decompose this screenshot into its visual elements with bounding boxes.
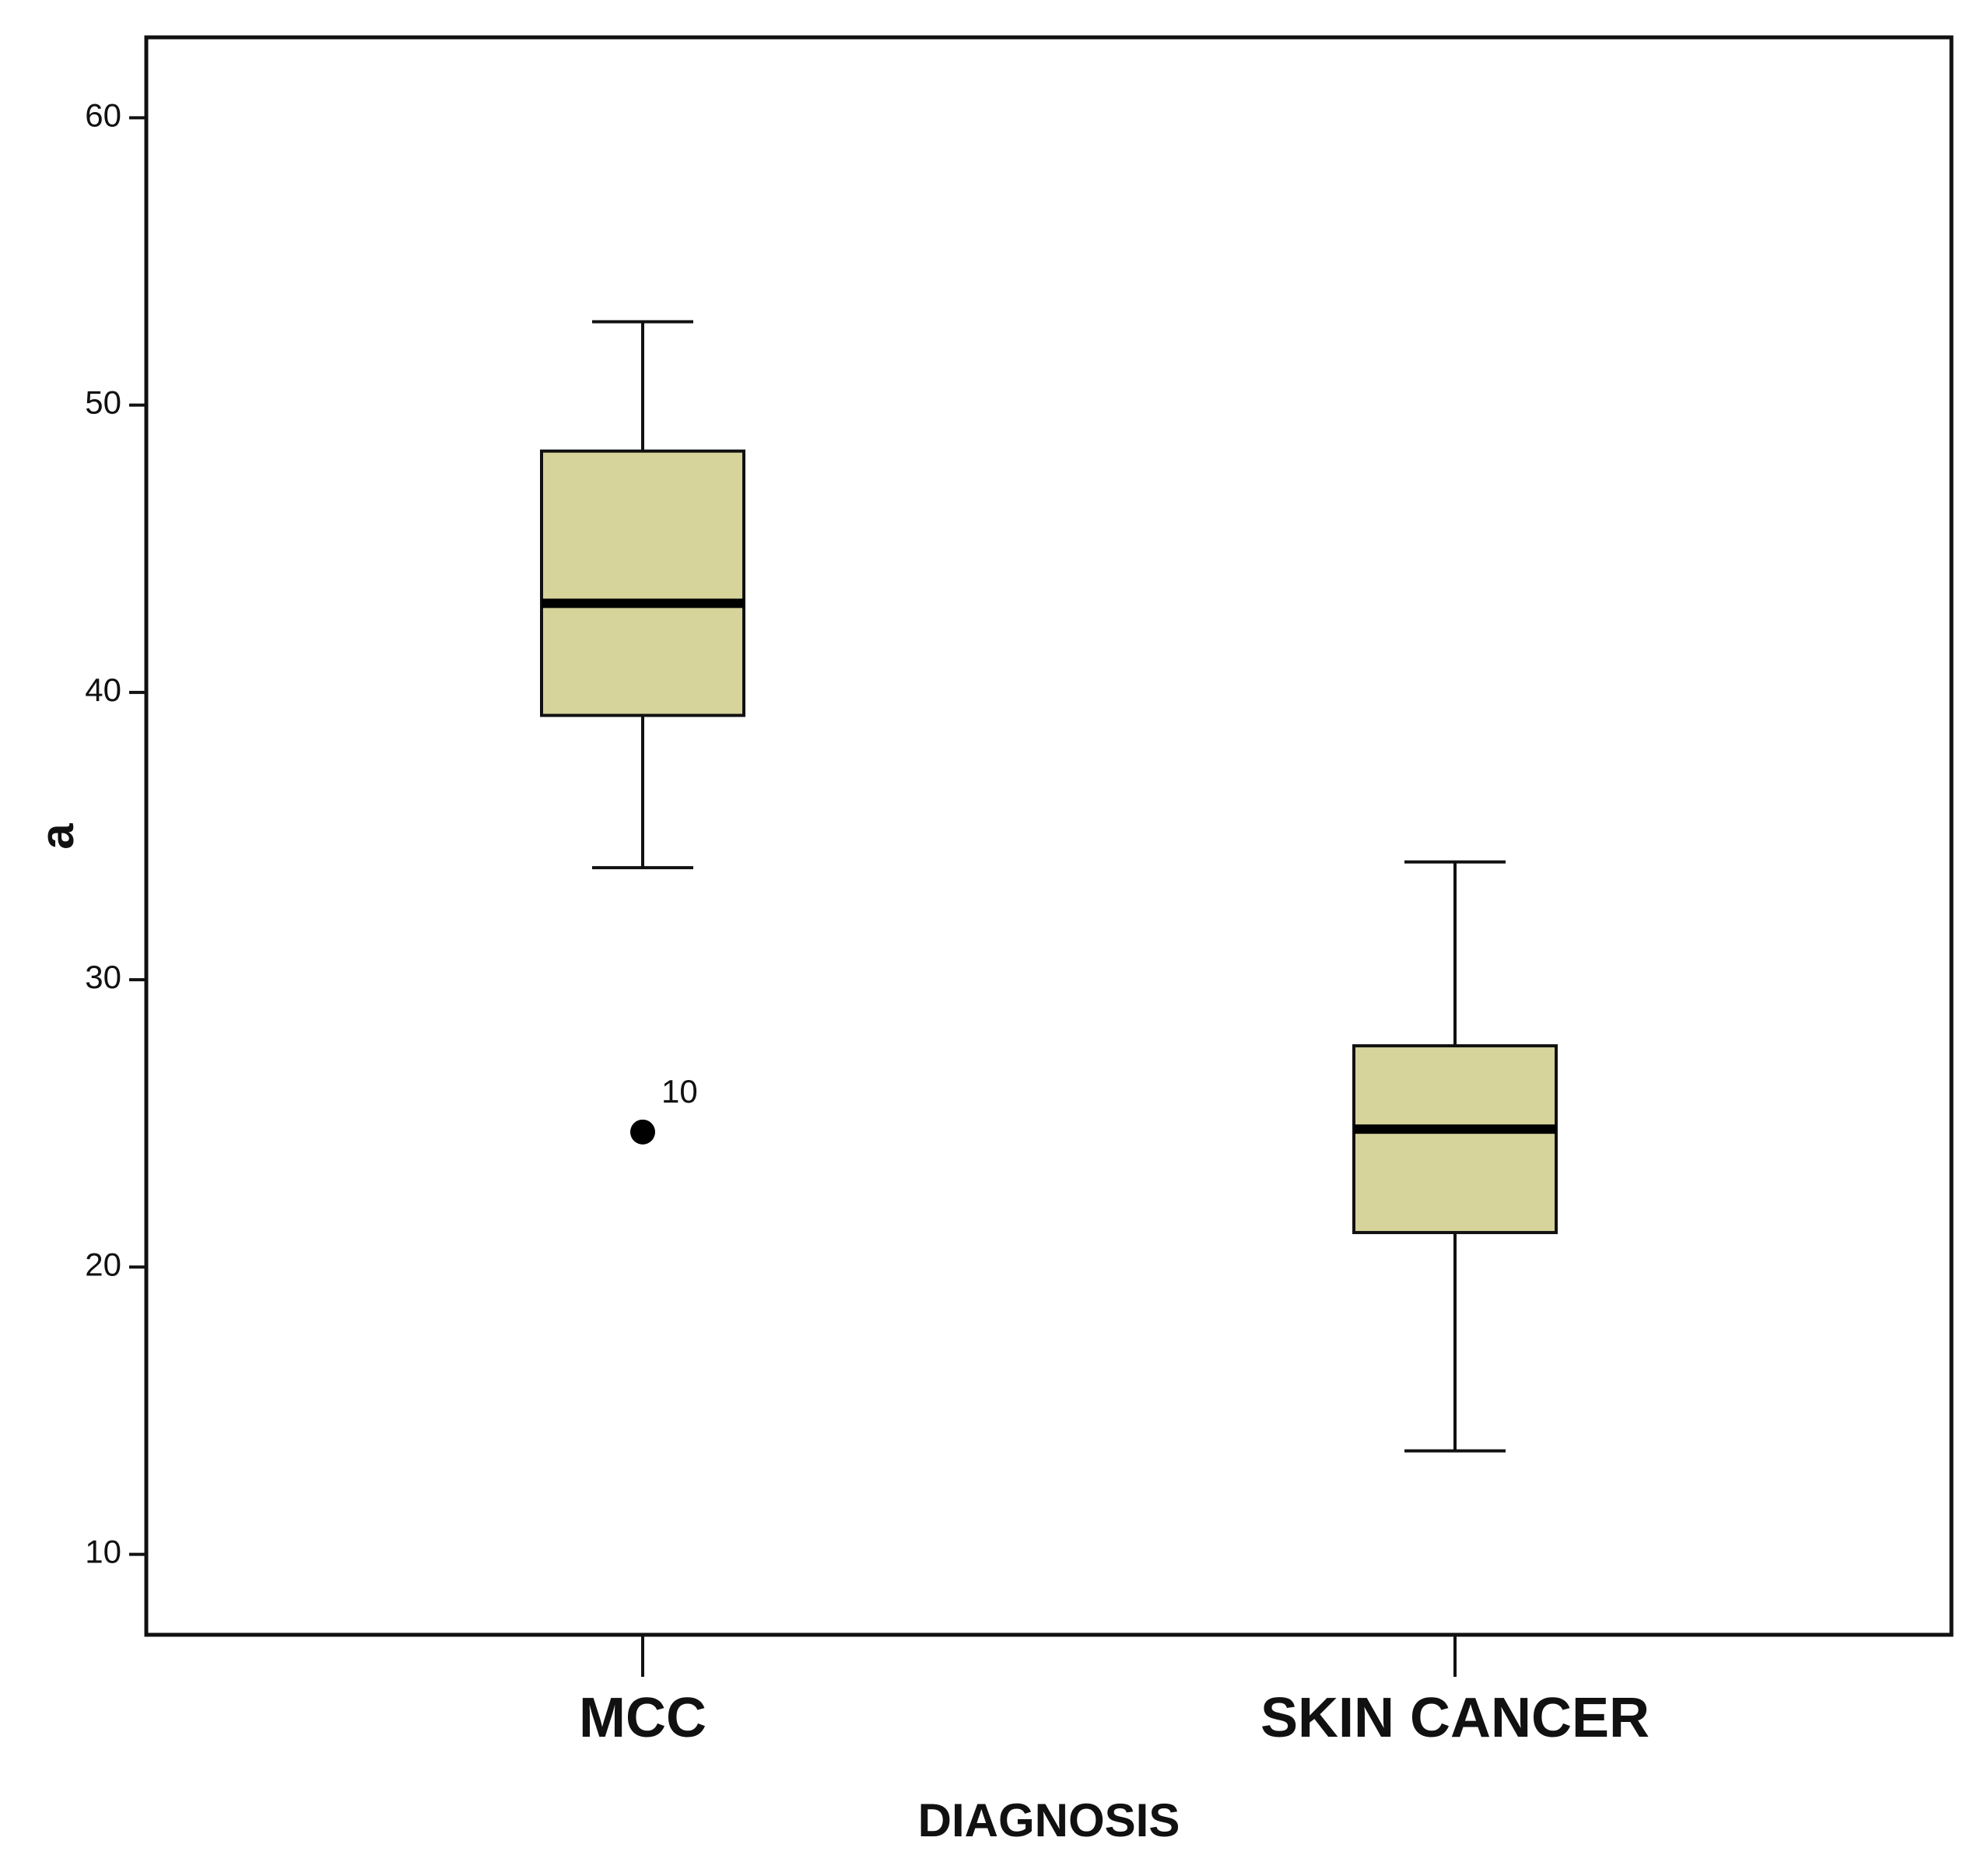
y-tick-label: 50: [85, 384, 121, 421]
box-skin-cancer: [1352, 860, 1558, 1453]
y-tick-label: 10: [85, 1534, 121, 1570]
plot-frame: [144, 35, 1954, 1637]
outlier-label: 10: [661, 1073, 698, 1110]
y-tick-label: 30: [85, 959, 121, 995]
x-axis: MCC SKIN CANCER: [579, 1635, 1650, 1749]
x-category-label: SKIN CANCER: [1260, 1687, 1650, 1749]
y-tick-label: 40: [85, 672, 121, 708]
y-tick-label: 60: [85, 96, 121, 133]
box-series: 10: [540, 320, 1558, 1453]
x-category-label: MCC: [579, 1687, 706, 1749]
outlier-point: [630, 1119, 655, 1145]
y-axis-title: a: [31, 823, 83, 850]
iqr-box: [540, 449, 745, 717]
x-axis-title: DIAGNOSIS: [918, 1794, 1180, 1846]
iqr-box: [1352, 1044, 1558, 1235]
y-tick-label: 20: [85, 1246, 121, 1282]
box-mcc: 10: [540, 320, 745, 1145]
y-axis: 10 20 30 40 50 60: [85, 96, 146, 1570]
